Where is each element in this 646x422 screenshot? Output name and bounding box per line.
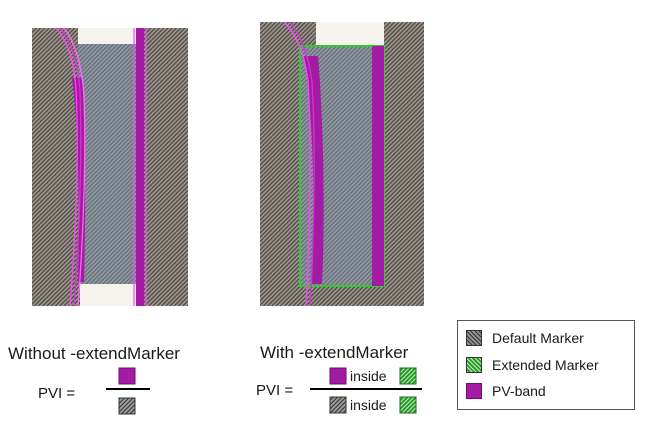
left-top-gap xyxy=(78,28,138,44)
right-pv-contour-outer xyxy=(283,21,311,307)
left-default-marker xyxy=(78,44,138,284)
left-pv-contour-mid xyxy=(59,27,82,307)
right-panel xyxy=(260,21,424,307)
right-pv-band-right xyxy=(372,46,384,286)
legend-label: PV-band xyxy=(492,383,546,399)
left-pv-contour-outer xyxy=(55,27,78,307)
right-caption: With -extendMarker xyxy=(260,343,409,362)
right-pvi-label: PVI = xyxy=(256,382,294,399)
legend-label: Extended Marker xyxy=(492,357,599,373)
right-pv-contour-inner xyxy=(289,21,315,307)
left-bottom-gap xyxy=(80,284,138,306)
legend-item-pv-band: PV-band xyxy=(466,381,546,401)
legend-item-extended-marker: Extended Marker xyxy=(466,355,599,375)
right-num-pvband-swatch xyxy=(329,367,347,385)
pv-band-swatch-icon xyxy=(466,383,482,399)
right-formula-graphic xyxy=(310,367,422,414)
extended-marker-swatch-icon xyxy=(466,357,482,373)
left-formula-graphic xyxy=(106,367,150,415)
left-pv-band-right xyxy=(136,28,144,306)
left-pvi-label: PVI = xyxy=(38,385,76,402)
legend: Default Marker Extended Marker PV-band xyxy=(457,320,635,410)
default-marker-swatch-icon xyxy=(466,330,482,346)
left-numerator-swatch xyxy=(118,367,136,385)
left-denominator-swatch xyxy=(118,397,136,415)
right-top-gap xyxy=(316,22,384,46)
left-caption: Without -extendMarker xyxy=(8,344,180,363)
right-denominator-word: inside xyxy=(350,397,387,413)
left-pv-contour-inner xyxy=(63,27,86,307)
right-den-default-swatch xyxy=(329,396,347,414)
left-panel xyxy=(32,27,188,307)
legend-item-default-marker: Default Marker xyxy=(466,328,584,348)
right-numerator-word: inside xyxy=(350,368,387,384)
right-num-extended-swatch xyxy=(399,367,417,385)
legend-label: Default Marker xyxy=(492,330,584,346)
right-den-extended-swatch xyxy=(399,396,417,414)
left-pv-band xyxy=(72,78,86,282)
